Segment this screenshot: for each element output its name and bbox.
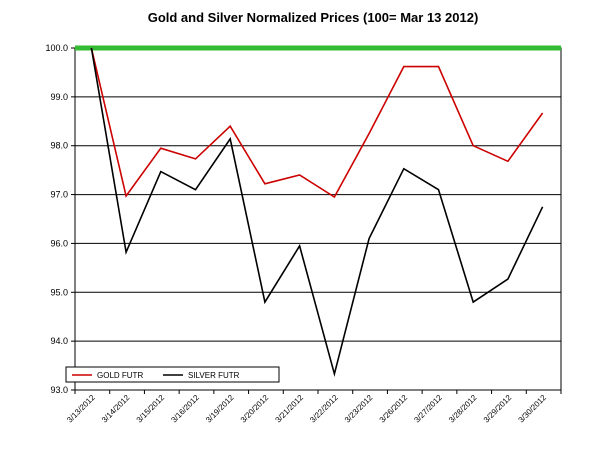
gold-series-line xyxy=(90,47,544,199)
x-tick-label: 3/28/2012 xyxy=(447,393,479,425)
y-tick-label: 95.0 xyxy=(50,287,68,297)
y-tick-label: 99.0 xyxy=(50,92,68,102)
x-tick-label: 3/27/2012 xyxy=(412,393,444,425)
legend: GOLD FUTR SILVER FUTR xyxy=(65,366,280,383)
x-tick-label: 3/21/2012 xyxy=(274,393,306,425)
x-tick-label: 3/19/2012 xyxy=(204,393,236,425)
x-axis-ticks: 3/13/2012 3/14/2012 3/15/2012 3/16/2012 3/19… xyxy=(65,390,562,425)
silver-series-line xyxy=(90,47,544,378)
x-tick-label: 3/16/2012 xyxy=(169,393,201,425)
chart-title: Gold and Silver Normalized Prices (100= … xyxy=(148,10,479,25)
x-tick-label: 3/26/2012 xyxy=(378,393,410,425)
x-tick-label: 3/22/2012 xyxy=(308,393,340,425)
y-axis-ticks: 100.0 99.0 98.0 97.0 96.0 95.0 94.0 93.0 xyxy=(45,43,75,395)
x-tick-label: 3/15/2012 xyxy=(135,393,167,425)
y-tick-label: 100.0 xyxy=(45,43,68,53)
plot-area xyxy=(74,47,562,391)
x-tick-label: 3/14/2012 xyxy=(100,393,132,425)
legend-label-silver: SILVER FUTR xyxy=(188,371,240,380)
y-tick-label: 96.0 xyxy=(50,238,68,248)
x-tick-label: 3/30/2012 xyxy=(517,393,549,425)
x-tick-label: 3/20/2012 xyxy=(239,393,271,425)
y-tick-label: 97.0 xyxy=(50,190,68,200)
x-tick-label: 3/29/2012 xyxy=(482,393,514,425)
y-tick-label: 93.0 xyxy=(50,385,68,395)
y-tick-label: 98.0 xyxy=(50,141,68,151)
legend-label-gold: GOLD FUTR xyxy=(97,371,143,380)
series-lines xyxy=(90,47,544,378)
y-tick-label: 94.0 xyxy=(50,336,68,346)
grid xyxy=(74,47,562,391)
x-tick-label: 3/13/2012 xyxy=(65,393,97,425)
x-tick-label: 3/23/2012 xyxy=(343,393,375,425)
